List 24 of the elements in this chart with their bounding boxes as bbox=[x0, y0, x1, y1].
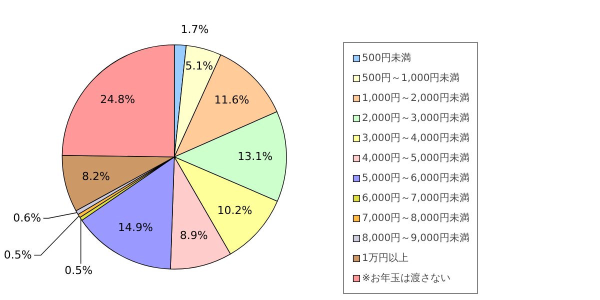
legend-label: 500円～1,000円未満 bbox=[362, 72, 460, 85]
legend-label: 7,000円～8,000円未満 bbox=[362, 212, 470, 225]
data-label: 0.6% bbox=[13, 212, 42, 225]
data-label: 0.5% bbox=[4, 248, 32, 262]
data-label: 0.5% bbox=[64, 264, 93, 277]
legend-label: 3,000円～4,000円未満 bbox=[362, 132, 470, 145]
legend-label: 4,000円～5,000円未満 bbox=[362, 152, 470, 165]
data-label: 11.6% bbox=[214, 94, 250, 107]
data-label: 8.2% bbox=[82, 170, 110, 183]
data-label: 14.9% bbox=[118, 221, 153, 234]
legend-label: 1,000円～2,000円未満 bbox=[362, 92, 470, 105]
data-label: 24.8% bbox=[100, 92, 136, 106]
data-label: 8.9% bbox=[180, 228, 208, 242]
data-label: 13.1% bbox=[238, 150, 273, 164]
legend-label: 5,000円～6,000円未満 bbox=[362, 172, 470, 185]
data-label: 1.7% bbox=[180, 23, 209, 36]
data-label: 10.2% bbox=[217, 204, 252, 218]
legend-label: 6,000円～7,000円未満 bbox=[362, 192, 470, 205]
legend-label: 500円未満 bbox=[362, 52, 412, 65]
legend-label: 2,000円～3,000円未満 bbox=[362, 112, 470, 125]
legend-label: ※お年玉は渡さない bbox=[362, 272, 450, 285]
legend-label: 8,000円～9,000円未満 bbox=[362, 232, 470, 245]
legend-label: 1万円以上 bbox=[362, 252, 408, 265]
data-label: 5.1% bbox=[185, 60, 214, 73]
